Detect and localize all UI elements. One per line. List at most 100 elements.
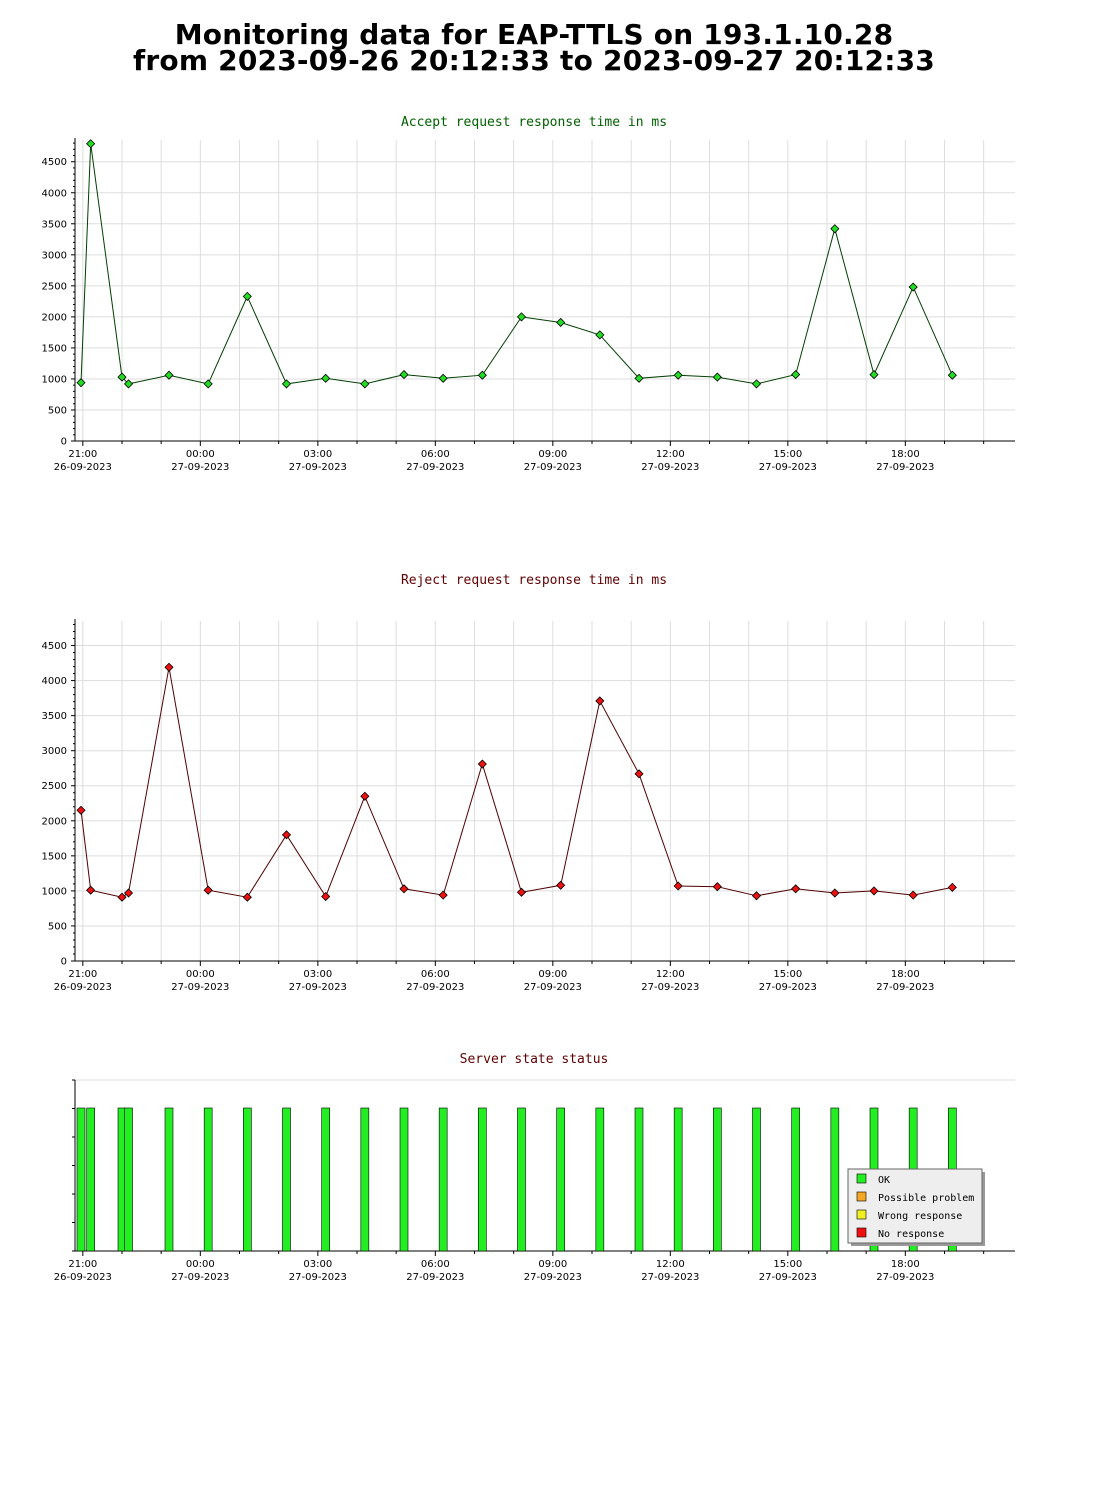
status-x-tick-date: 26-09-2023 [54, 1272, 112, 1283]
reject-x-tick-label: 12:00 [656, 969, 685, 980]
accept-point [321, 373, 331, 383]
reject-series-line [80, 667, 953, 898]
status-x-tick-date: 27-09-2023 [171, 1272, 229, 1283]
accept-point [164, 370, 174, 380]
accept-point [634, 373, 644, 383]
legend-label: Possible problem [878, 1193, 974, 1204]
page-title-line1: Monitoring data for EAP-TTLS on 193.1.10… [174, 18, 894, 51]
accept-y-tick-label: 500 [48, 405, 67, 416]
reject-point [869, 886, 879, 896]
status-bar [438, 1107, 448, 1252]
accept-point [477, 370, 487, 380]
status-x-tick-date: 27-09-2023 [524, 1272, 582, 1283]
accept-point [595, 330, 605, 340]
accept-x-tick-label: 03:00 [303, 449, 332, 460]
accept-point [908, 282, 918, 292]
accept-x-tick-label: 06:00 [421, 449, 450, 460]
status-bar [830, 1107, 840, 1252]
status-bar [243, 1107, 252, 1252]
accept-x-tick-date: 27-09-2023 [524, 462, 582, 473]
accept-point [123, 379, 134, 389]
status-chart-title: Server state status [460, 1052, 609, 1067]
reject-x-tick-date: 27-09-2023 [641, 982, 699, 993]
accept-y-tick-label: 3000 [42, 250, 67, 261]
accept-x-tick-label: 12:00 [656, 449, 685, 460]
reject-point [242, 892, 252, 902]
legend-swatch [856, 1209, 867, 1220]
accept-y-tick-label: 4500 [42, 157, 67, 168]
reject-point [399, 884, 409, 894]
reject-y-tick-label: 4500 [42, 641, 67, 652]
status-bar [321, 1107, 330, 1252]
reject-point [712, 882, 722, 892]
status-x-tick-label: 12:00 [656, 1259, 685, 1270]
reject-point [477, 759, 487, 769]
reject-point [595, 696, 605, 706]
status-bar [360, 1107, 370, 1252]
accept-point [673, 370, 683, 380]
page-title: Monitoring data for EAP-TTLS on 193.1.10… [0, 18, 1068, 77]
status-bar [634, 1107, 644, 1252]
reject-point [556, 880, 566, 890]
accept-chart-title: Accept request response time in ms [401, 115, 667, 130]
accept-point [438, 373, 448, 383]
accept-point [516, 312, 527, 322]
reject-point [321, 891, 331, 902]
reject-x-tick-date: 27-09-2023 [289, 982, 347, 993]
status-bar [595, 1107, 605, 1252]
reject-point [164, 662, 174, 672]
reject-x-tick-label: 15:00 [773, 969, 802, 980]
reject-x-tick-label: 18:00 [891, 969, 920, 980]
status-bar [203, 1107, 213, 1252]
status-bar [124, 1107, 133, 1252]
legend-swatch [856, 1173, 867, 1184]
reject-x-tick-label: 00:00 [186, 969, 215, 980]
accept-point [751, 379, 762, 389]
legend-label: No response [878, 1229, 944, 1240]
reject-x-tick-date: 27-09-2023 [759, 982, 817, 993]
accept-point [203, 379, 213, 389]
reject-x-tick-date: 27-09-2023 [524, 982, 582, 993]
accept-y-tick-label: 4000 [42, 188, 67, 199]
reject-x-tick-date: 27-09-2023 [171, 982, 229, 993]
accept-x-tick-label: 09:00 [538, 449, 567, 460]
reject-y-tick-label: 2500 [42, 781, 67, 792]
reject-point [516, 887, 527, 897]
accept-point [117, 372, 127, 382]
reject-point [203, 885, 213, 895]
status-bar [282, 1107, 291, 1252]
accept-y-tick-label: 1500 [42, 343, 67, 354]
status-bar [164, 1107, 174, 1252]
accept-point [281, 379, 292, 389]
status-x-tick-date: 27-09-2023 [406, 1272, 464, 1283]
status-bar [791, 1107, 800, 1252]
status-x-tick-date: 27-09-2023 [759, 1272, 817, 1283]
status-bar [76, 1107, 86, 1252]
status-bar [556, 1107, 565, 1252]
accept-x-tick-date: 27-09-2023 [289, 462, 347, 473]
accept-x-tick-date: 27-09-2023 [171, 462, 229, 473]
reject-x-tick-label: 21:00 [68, 969, 97, 980]
accept-x-tick-label: 15:00 [773, 449, 802, 460]
accept-y-tick-label: 1000 [42, 374, 67, 385]
reject-y-tick-label: 2000 [42, 816, 67, 827]
reject-point [76, 805, 86, 815]
accept-point [791, 370, 801, 380]
accept-point [360, 379, 370, 389]
page-title-line2: from 2023-09-26 20:12:33 to 2023-09-27 2… [133, 44, 935, 77]
accept-y-tick-label: 3500 [42, 219, 67, 230]
reject-chart: 0 500 1000 1500 2000 2500 3000 3500 4000 4500 21:0… [42, 619, 1015, 993]
reject-point [673, 881, 683, 891]
accept-x-tick-date: 26-09-2023 [54, 462, 112, 473]
status-bar [673, 1107, 683, 1252]
status-bar [86, 1107, 95, 1252]
status-bar [399, 1107, 409, 1252]
reject-chart-title: Reject request response time in ms [401, 573, 667, 588]
status-bar [752, 1107, 761, 1252]
reject-point [908, 890, 918, 900]
reject-y-tick-label: 0 [61, 957, 67, 968]
legend-swatch [856, 1227, 867, 1238]
reject-x-tick-label: 03:00 [303, 969, 332, 980]
accept-point [76, 378, 86, 388]
reject-point [751, 891, 762, 901]
